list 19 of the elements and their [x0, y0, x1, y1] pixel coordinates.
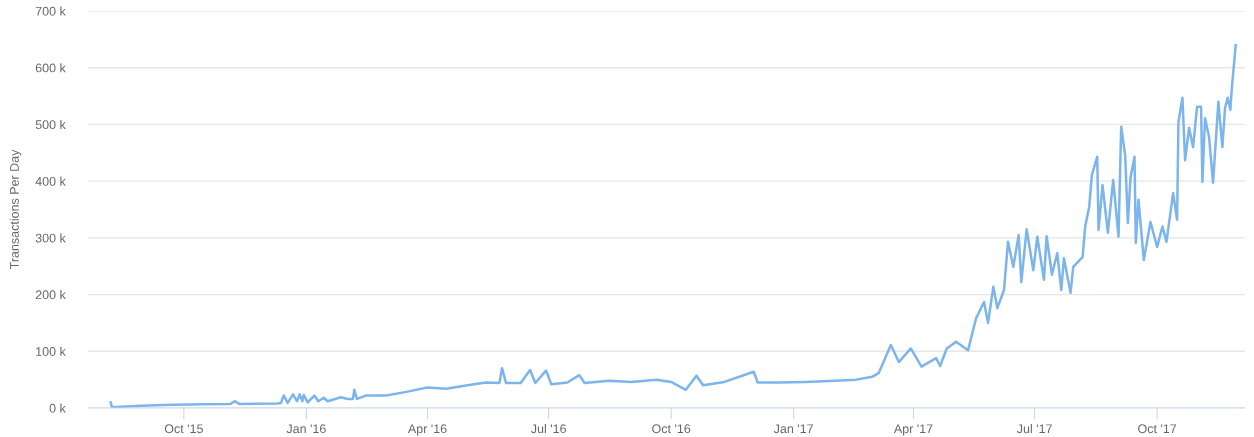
- x-tick-label: Jul '16: [530, 423, 566, 434]
- y-axis-title: Transactions Per Day: [9, 149, 22, 270]
- y-tick-label: 600 k: [35, 63, 66, 73]
- x-tick-label: Jan '16: [286, 424, 326, 434]
- x-tick-label: Jul '17: [1016, 423, 1052, 434]
- y-tick-label: 0 k: [49, 403, 66, 413]
- y-tick-label: 700 k: [35, 6, 66, 16]
- x-tick-label: Apr '17: [893, 424, 933, 436]
- line-series: [109, 43, 1237, 408]
- y-tick-label: 400 k: [35, 176, 66, 186]
- y-tick-label: 500 k: [35, 119, 66, 130]
- x-tick-label: Oct '16: [652, 424, 691, 434]
- y-tick-label: 200 k: [35, 290, 66, 300]
- x-tick-label: Apr '16: [407, 424, 447, 436]
- x-tick-label: Oct '17: [1138, 424, 1177, 434]
- y-tick-label: 300 k: [35, 233, 66, 243]
- x-tick-label: Jan '17: [773, 424, 813, 434]
- x-tick-label: Oct '15: [164, 424, 203, 434]
- y-tick-label: 100 k: [36, 346, 66, 356]
